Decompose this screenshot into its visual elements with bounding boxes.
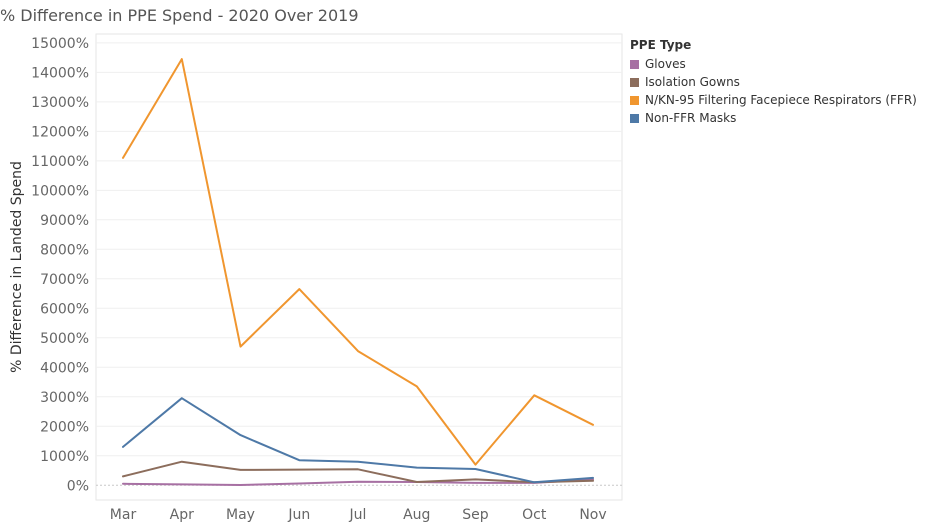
y-tick-label: 14000% [31, 65, 89, 81]
legend-label-non-ffr-masks: Non-FFR Masks [645, 111, 737, 125]
x-tick-label: Nov [579, 507, 606, 523]
series-line-3 [122, 397, 594, 484]
x-tick-label: Mar [110, 507, 137, 523]
y-tick-label: 10000% [31, 183, 89, 199]
y-tick-label: 7000% [40, 272, 89, 288]
x-tick-label: Aug [403, 507, 430, 523]
x-tick-label: Sep [462, 507, 489, 523]
y-tick-label: 15000% [31, 36, 89, 52]
y-tick-label: 0% [67, 478, 89, 494]
plot-area [95, 33, 623, 501]
y-tick-label: 13000% [31, 95, 89, 111]
x-tick-label: Apr [170, 507, 194, 523]
y-tick-label: 5000% [40, 331, 89, 347]
x-tick-label: Jun [287, 507, 310, 523]
y-tick-label: 12000% [31, 124, 89, 140]
legend-swatch-gloves [630, 59, 639, 69]
legend-title: PPE Type [630, 38, 692, 52]
series-line-0 [122, 478, 594, 486]
legend-item-gloves[interactable]: Gloves [630, 55, 917, 73]
y-tick-label: 6000% [40, 301, 89, 317]
y-tick-label: 4000% [40, 360, 89, 376]
series-line-2 [122, 58, 594, 466]
legend-item-ffr[interactable]: N/KN-95 Filtering Facepiece Respirators … [630, 91, 917, 109]
y-axis-label: % Difference in Landed Spend [9, 161, 25, 373]
legend-swatch-isolation-gowns [630, 77, 639, 87]
legend-label-gloves: Gloves [645, 57, 686, 71]
legend-swatch-ffr [630, 95, 639, 105]
legend: PPE Type Gloves Isolation Gowns N/KN-95 … [630, 38, 917, 127]
y-tick-label: 8000% [40, 242, 89, 258]
x-tick-label: Oct [522, 507, 547, 523]
legend-item-isolation-gowns[interactable]: Isolation Gowns [630, 73, 917, 91]
x-tick-label: Jul [349, 507, 367, 523]
legend-label-isolation-gowns: Isolation Gowns [645, 75, 740, 89]
x-tick-label: May [226, 507, 255, 523]
legend-label-ffr: N/KN-95 Filtering Facepiece Respirators … [645, 93, 917, 107]
y-tick-label: 1000% [40, 449, 89, 465]
legend-item-non-ffr-masks[interactable]: Non-FFR Masks [630, 109, 917, 127]
legend-swatch-non-ffr-masks [630, 113, 639, 123]
y-tick-label: 2000% [40, 419, 89, 435]
series-line-1 [122, 460, 594, 484]
y-tick-label: 9000% [40, 213, 89, 229]
y-tick-label: 11000% [31, 154, 89, 170]
chart-title: % Difference in PPE Spend - 2020 Over 20… [0, 6, 359, 25]
y-tick-label: 3000% [40, 390, 89, 406]
